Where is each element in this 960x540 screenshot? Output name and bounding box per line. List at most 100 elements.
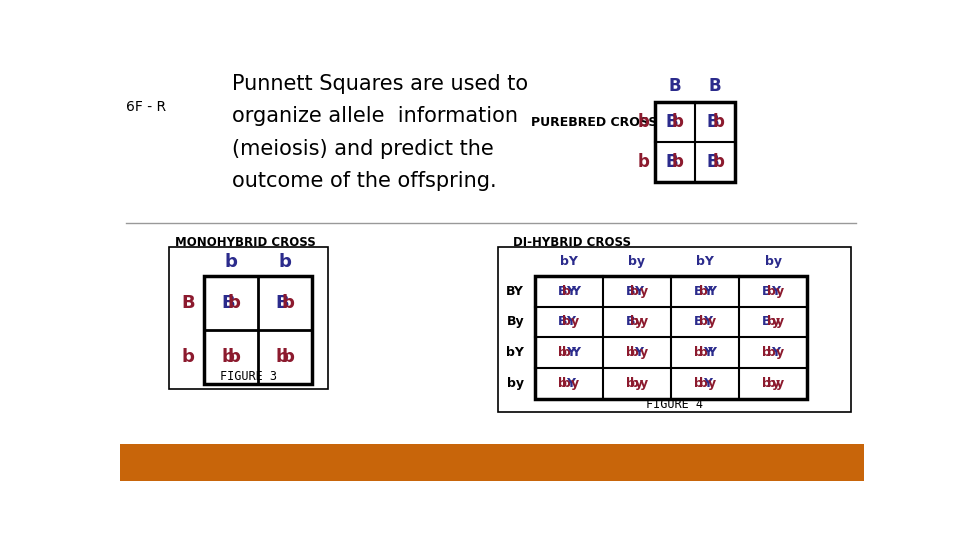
Text: y: y [772,377,780,390]
Text: b: b [631,346,639,359]
Text: b: b [699,346,708,359]
Text: b: b [558,346,566,359]
Text: FIGURE 4: FIGURE 4 [646,398,703,411]
Text: Y: Y [566,377,575,390]
Text: y: y [776,346,784,359]
Text: b: b [767,346,776,359]
Text: b: b [631,377,639,390]
Text: b: b [699,377,708,390]
Text: b: b [225,253,237,271]
Bar [535,276,807,399]
Text: Y: Y [635,346,643,359]
Text: b: b [699,285,708,298]
Text: B: B [694,285,704,298]
Text: bY: bY [560,255,578,268]
Text: B: B [762,315,772,328]
Text: by: by [507,377,524,390]
Text: y: y [639,315,647,328]
Text: b: b [181,348,195,366]
Text: Y: Y [635,285,643,298]
Text: y: y [776,315,784,328]
Text: Y: Y [570,285,580,298]
Text: Y: Y [771,346,780,359]
Text: b: b [762,377,771,390]
Text: Y: Y [703,285,711,298]
Text: b: b [699,315,708,328]
Text: B: B [668,77,682,96]
Text: b: b [694,346,703,359]
Text: Y: Y [566,285,575,298]
Text: By: By [507,315,524,328]
Text: by: by [765,255,781,268]
Text: b: b [276,348,288,366]
Bar [120,444,864,481]
Text: b: b [228,348,240,366]
Text: b: b [638,113,650,131]
Text: PUREBRED CROSS: PUREBRED CROSS [531,116,658,129]
Text: DI-HYBRID CROSS: DI-HYBRID CROSS [513,236,631,249]
Text: MONOHYBRID CROSS: MONOHYBRID CROSS [175,236,316,249]
Text: y: y [571,315,579,328]
Text: b: b [672,113,684,131]
Text: y: y [776,377,784,390]
Text: B: B [276,294,289,312]
Text: y: y [639,377,647,390]
Text: b: b [762,346,771,359]
Text: b: b [712,153,724,171]
Text: b: b [558,377,566,390]
Text: y: y [708,315,715,328]
Text: Y: Y [570,346,580,359]
Text: y: y [639,346,647,359]
Text: bY: bY [506,346,524,359]
Text: b: b [694,377,703,390]
Text: Y: Y [703,315,711,328]
Text: Y: Y [771,285,780,298]
Text: B: B [626,285,636,298]
Text: b: b [767,315,776,328]
Text: b: b [672,153,684,171]
Text: y: y [639,285,647,298]
Text: B: B [665,153,679,171]
Text: b: b [626,346,635,359]
Text: Y: Y [703,346,711,359]
Text: B: B [706,153,719,171]
Text: B: B [762,285,772,298]
Text: Y: Y [708,346,716,359]
Text: FIGURE 3: FIGURE 3 [220,370,276,383]
Text: b: b [282,348,295,366]
Text: Y: Y [566,346,575,359]
Bar [498,247,851,412]
Text: B: B [706,113,719,131]
Text: b: b [563,285,571,298]
Text: B: B [181,294,195,312]
Text: (meiosis) and predict the: (meiosis) and predict the [232,139,494,159]
Text: bY: bY [696,255,714,268]
Text: B: B [221,294,234,312]
Text: B: B [665,113,679,131]
Text: b: b [228,294,240,312]
Text: y: y [708,377,715,390]
Text: B: B [626,315,636,328]
Text: Y: Y [703,377,711,390]
Text: b: b [282,294,295,312]
Bar [204,276,312,383]
Text: b: b [631,315,639,328]
Text: y: y [635,315,643,328]
Text: b: b [767,377,776,390]
Bar [655,102,735,182]
Text: B: B [694,315,704,328]
Bar [169,247,327,389]
Text: b: b [563,346,571,359]
Text: Y: Y [708,285,716,298]
Text: by: by [629,255,645,268]
Text: Punnett Squares are used to: Punnett Squares are used to [232,74,529,94]
Text: b: b [563,377,571,390]
Text: B: B [558,315,567,328]
Text: b: b [712,113,724,131]
Text: b: b [767,285,776,298]
Text: organize allele  information: organize allele information [232,106,518,126]
Text: b: b [221,348,234,366]
Text: y: y [776,285,784,298]
Text: 6F - R: 6F - R [126,100,166,114]
Text: b: b [563,315,571,328]
